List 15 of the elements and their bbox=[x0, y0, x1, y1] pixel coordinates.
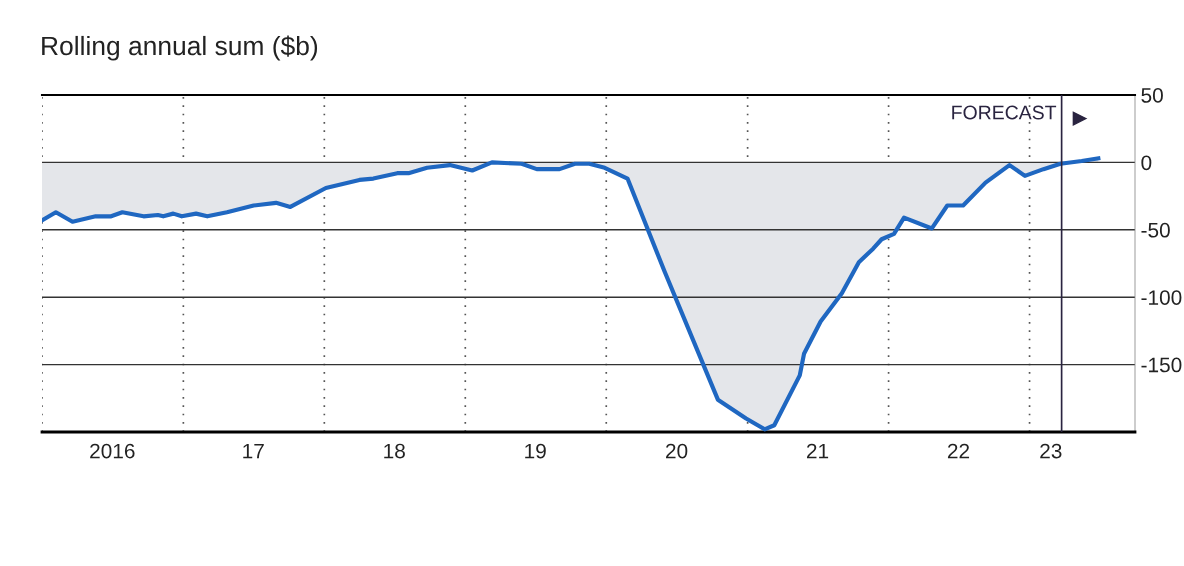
y-tick-label: -150 bbox=[1141, 357, 1182, 373]
x-tick-label: 21 bbox=[806, 443, 829, 459]
y-tick-label: -100 bbox=[1141, 290, 1182, 305]
x-tick-label: 22 bbox=[947, 443, 970, 459]
x-tick-label: 19 bbox=[525, 443, 546, 459]
y-tick-label: 50 bbox=[1141, 88, 1163, 103]
x-tick-label: 23 bbox=[1040, 443, 1062, 459]
ref-line-label: FORECAST bbox=[952, 105, 1057, 120]
y-tick-label: -50 bbox=[1141, 222, 1170, 238]
x-tick-label: 17 bbox=[243, 443, 264, 459]
x-tick-label: 2016 bbox=[90, 443, 135, 459]
x-tick-label: 20 bbox=[666, 443, 688, 459]
chart-title: Rolling annual sum ($b) bbox=[42, 35, 318, 61]
x-tick-label: 18 bbox=[384, 443, 405, 459]
y-tick-label: 0 bbox=[1141, 155, 1152, 171]
